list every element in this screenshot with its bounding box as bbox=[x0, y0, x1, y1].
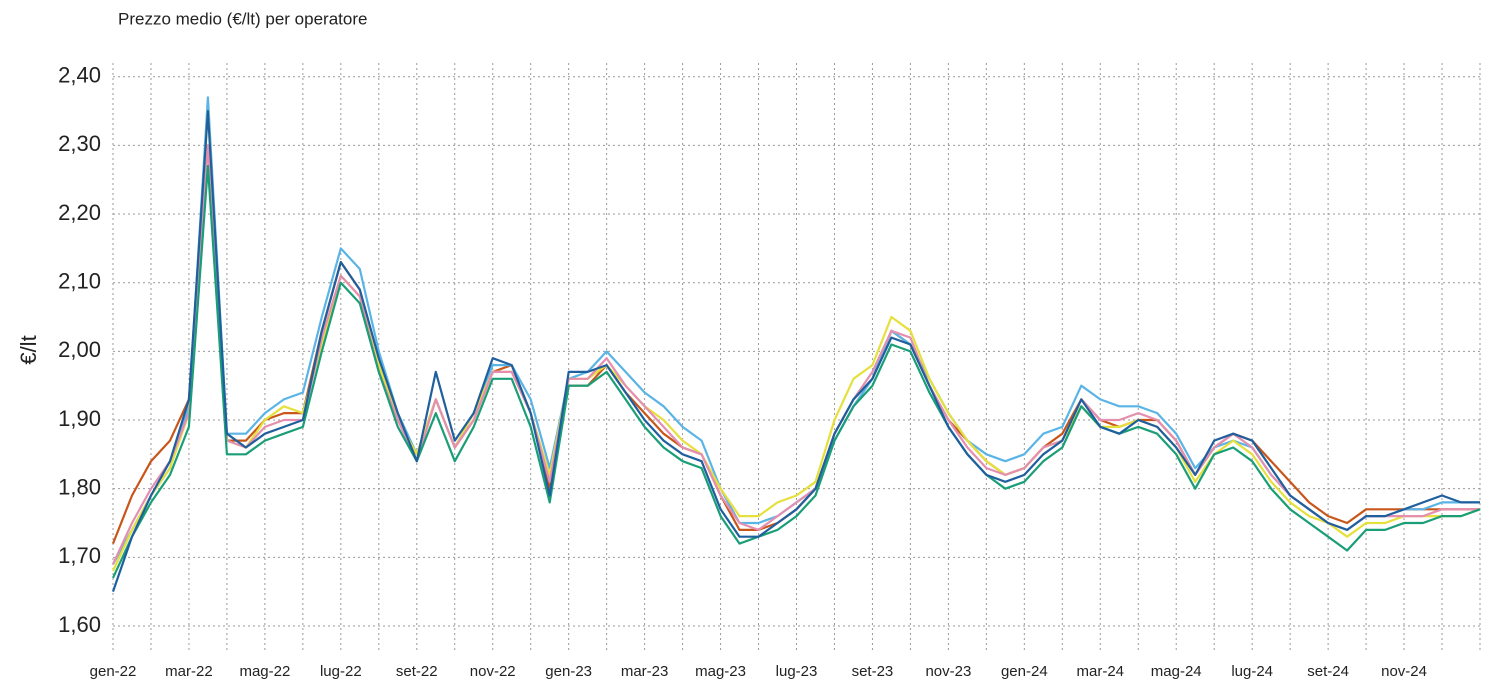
x-tick-label: nov-22 bbox=[470, 663, 516, 680]
y-tick-label: 2,30 bbox=[58, 131, 101, 156]
chart-title: Prezzo medio (€/lt) per operatore bbox=[118, 9, 367, 28]
series-line bbox=[112, 144, 1480, 565]
x-tick-label: set-22 bbox=[396, 663, 438, 680]
x-tick-label: lug-22 bbox=[320, 663, 362, 680]
x-tick-label: lug-24 bbox=[1231, 663, 1273, 680]
x-tick-label: mar-22 bbox=[165, 663, 213, 680]
x-tick-label: gen-22 bbox=[90, 663, 137, 680]
y-tick-label: 2,20 bbox=[58, 200, 101, 225]
x-tick-label: nov-23 bbox=[925, 663, 971, 680]
x-tick-label: gen-23 bbox=[545, 663, 592, 680]
x-tick-label: mar-23 bbox=[621, 663, 669, 680]
y-tick-label: 2,00 bbox=[58, 337, 101, 362]
x-tick-label: set-23 bbox=[852, 663, 894, 680]
y-tick-label: 1,60 bbox=[58, 612, 101, 637]
x-tick-label: nov-24 bbox=[1381, 663, 1427, 680]
y-tick-label: 2,10 bbox=[58, 269, 101, 294]
y-axis-label: €/lt bbox=[16, 335, 41, 364]
x-tick-label: set-24 bbox=[1307, 663, 1349, 680]
y-tick-label: 1,80 bbox=[58, 474, 101, 499]
series-line bbox=[111, 110, 1480, 592]
x-tick-label: mag-23 bbox=[695, 663, 746, 680]
series-line bbox=[112, 164, 1481, 579]
x-tick-label: lug-23 bbox=[776, 663, 818, 680]
y-tick-label: 1,90 bbox=[58, 406, 101, 431]
y-tick-label: 2,40 bbox=[58, 63, 101, 88]
x-tick-label: mag-24 bbox=[1151, 663, 1202, 680]
x-tick-label: gen-24 bbox=[1001, 663, 1048, 680]
x-tick-label: mar-24 bbox=[1077, 663, 1125, 680]
y-tick-label: 1,70 bbox=[58, 543, 101, 568]
x-tick-label: mag-22 bbox=[239, 663, 290, 680]
